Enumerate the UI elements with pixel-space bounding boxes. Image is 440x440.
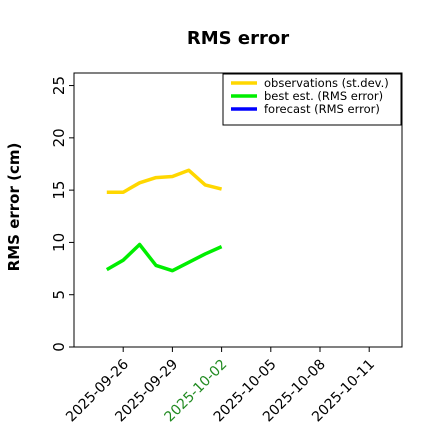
y-axis-label: RMS error (cm) — [5, 143, 23, 272]
legend-label: best est. (RMS error) — [264, 89, 383, 103]
line — [105, 242, 223, 273]
plot-frame — [73, 72, 403, 348]
y-tick-label: 0 — [50, 342, 68, 352]
y-tick-label: 5 — [50, 290, 68, 300]
line — [106, 168, 223, 194]
y-tick-label: 10 — [50, 233, 68, 252]
y-tick-label: 20 — [50, 128, 68, 147]
y-tick-label: 15 — [50, 181, 68, 200]
y-tick-label: 25 — [50, 76, 68, 95]
legend-label: observations (st.dev.) — [264, 76, 389, 90]
chart-title: RMS error — [187, 28, 289, 49]
legend-label: forecast (RMS error) — [264, 102, 380, 116]
